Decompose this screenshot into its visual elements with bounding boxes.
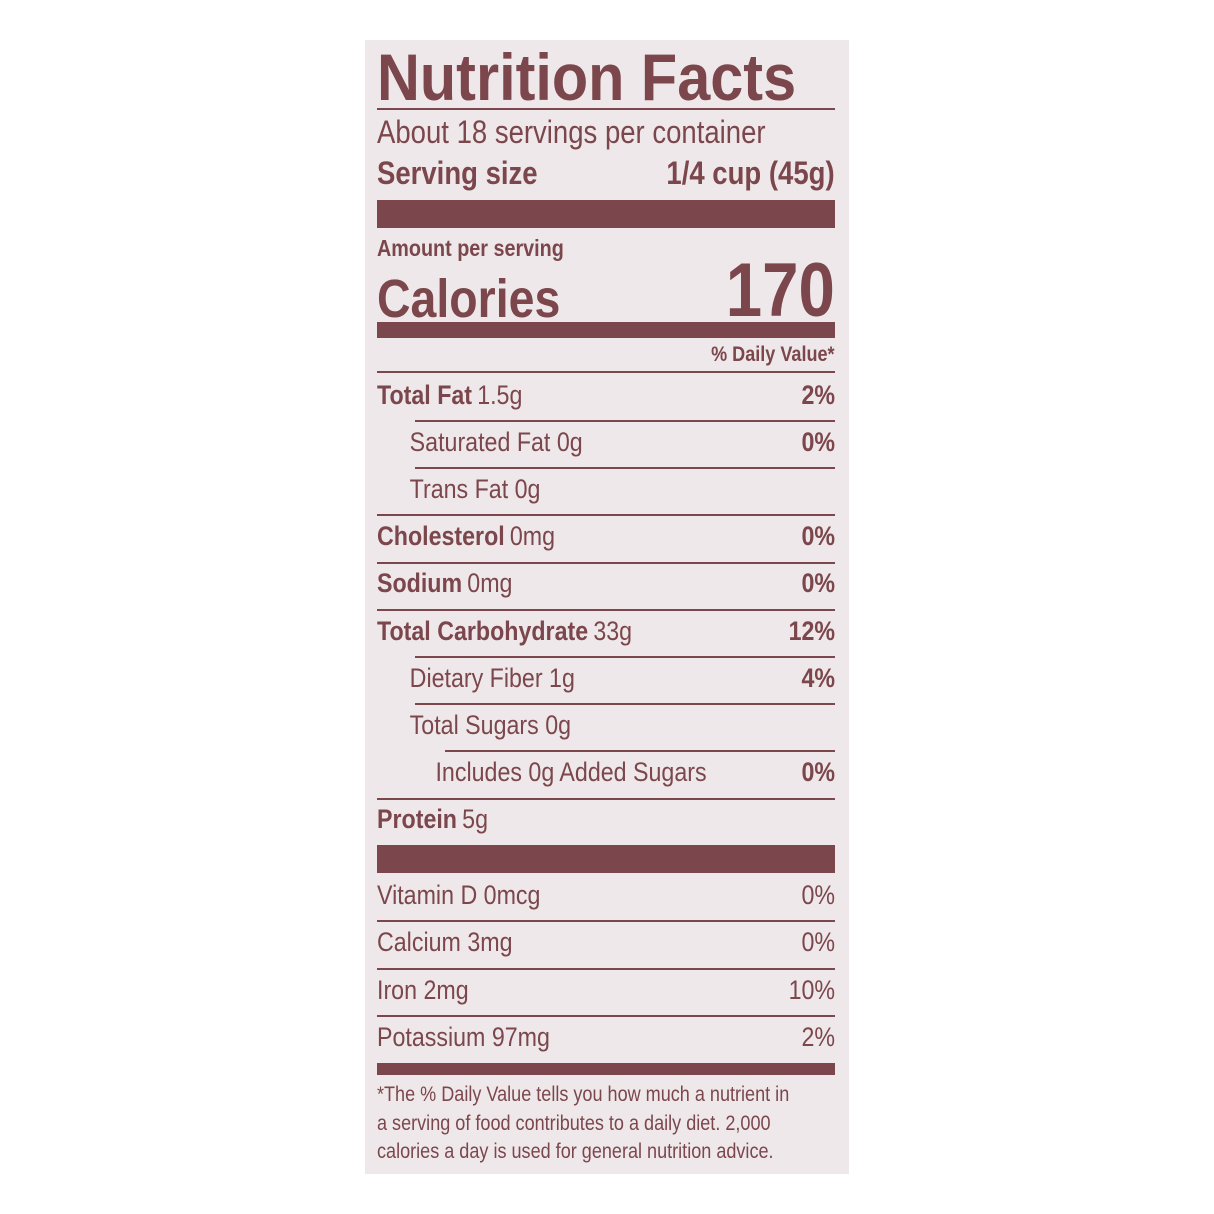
calories-label: Calories [377, 269, 561, 329]
divider [377, 920, 835, 922]
footnote-line: calories a day is used for general nutri… [377, 1140, 774, 1163]
nutrient-name: Total Fat 1.5g [377, 380, 522, 411]
nutrient-label: Total Carbohydrate [377, 615, 589, 646]
divider [377, 371, 835, 373]
vitamin-name: Iron 2mg [377, 974, 469, 1005]
thick-divider [377, 845, 835, 873]
nutrient-label: Trans Fat 0g [409, 473, 541, 504]
nutrition-facts-label: Nutrition Facts About 18 servings per co… [365, 40, 849, 1174]
nutrient-name: Trans Fat 0g [377, 474, 546, 505]
nutrient-name: Protein 5g [377, 804, 488, 835]
nutrient-amount: 0mg [467, 568, 513, 599]
vitamin-daily-value: 10% [788, 974, 835, 1005]
nutrient-row: Trans Fat 0g [377, 469, 835, 509]
divider [377, 561, 835, 564]
divider [377, 1015, 835, 1017]
calories-row: Calories 170 [377, 248, 835, 333]
divider [445, 750, 835, 753]
divider [377, 108, 835, 110]
vitamin-daily-value: 0% [801, 879, 835, 910]
vitamin-name: Potassium 97mg [377, 1022, 550, 1052]
divider [377, 797, 835, 800]
vitamin-daily-value: 0% [801, 927, 835, 957]
nutrient-label: Total Sugars 0g [409, 709, 572, 740]
nutrient-daily-value: 0% [801, 426, 835, 457]
nutrient-daily-value: 0% [801, 521, 835, 552]
nutrient-row: Sodium 0mg 0% [377, 564, 835, 604]
nutrient-daily-value: 4% [801, 662, 835, 693]
nutrient-label: Includes 0g Added Sugars [435, 757, 707, 788]
footnote-line: *The % Daily Value tells you how much a … [377, 1083, 790, 1106]
medium-divider [377, 1063, 835, 1075]
serving-size-label: Serving size [377, 154, 538, 191]
nutrient-row: Total Sugars 0g [377, 705, 835, 745]
amount-per-serving: Amount per serving [377, 234, 564, 261]
nutrient-name: Total Sugars 0g [377, 710, 576, 741]
vitamin-row: Potassium 97mg 2% [377, 1018, 835, 1058]
nutrient-label: Protein [377, 804, 457, 835]
divider [377, 967, 835, 970]
nutrient-name: Dietary Fiber 1g [377, 663, 580, 694]
nutrient-label: Sodium [377, 568, 463, 599]
servings-per-container: About 18 servings per container [377, 113, 766, 150]
nutrient-amount: 5g [462, 804, 488, 835]
serving-size-value: 1/4 cup (45g) [666, 154, 835, 191]
nutrient-label: Cholesterol [377, 521, 505, 552]
nutrient-row: Total Carbohydrate 33g 12% [377, 611, 835, 651]
vitamin-row: Vitamin D 0mcg 0% [377, 875, 835, 915]
nutrient-name: Total Carbohydrate 33g [377, 616, 632, 647]
vitamin-daily-value: 2% [801, 1022, 835, 1052]
nutrient-amount: 0mg [509, 521, 556, 552]
nutrient-row: Saturated Fat 0g 0% [377, 422, 835, 462]
nutrient-daily-value: 0% [801, 568, 835, 599]
thick-divider [377, 200, 835, 228]
nutrient-label: Saturated Fat 0g [409, 426, 583, 457]
label-title: Nutrition Facts [377, 40, 797, 114]
nutrient-daily-value: 2% [801, 379, 835, 410]
nutrient-daily-value: 0% [801, 757, 835, 788]
nutrient-row: Protein 5g [377, 800, 835, 840]
vitamin-row: Iron 2mg 10% [377, 970, 835, 1010]
nutrient-daily-value: 12% [788, 615, 835, 646]
divider [415, 703, 835, 706]
divider [415, 656, 835, 658]
calories-value: 170 [725, 247, 835, 333]
nutrient-row: Cholesterol 0mg 0% [377, 517, 835, 557]
nutrient-row: Dietary Fiber 1g 4% [377, 658, 835, 698]
vitamin-row: Calcium 3mg 0% [377, 923, 835, 963]
divider [415, 467, 835, 470]
nutrient-row: Includes 0g Added Sugars 0% [377, 753, 835, 793]
nutrient-name: Saturated Fat 0g [377, 427, 588, 458]
nutrient-amount: 33g [593, 615, 633, 646]
nutrient-label: Total Fat [377, 379, 473, 410]
nutrient-name: Sodium 0mg [377, 568, 512, 599]
vitamin-name: Calcium 3mg [377, 927, 513, 957]
nutrient-row: Total Fat 1.5g 2% [377, 375, 835, 415]
nutrient-name: Includes 0g Added Sugars [377, 757, 712, 788]
serving-size-row: Serving size 1/4 cup (45g) [377, 153, 835, 193]
nutrient-amount: 1.5g [477, 379, 523, 410]
nutrient-label: Dietary Fiber 1g [409, 662, 575, 693]
medium-divider [377, 322, 835, 338]
divider [377, 608, 835, 611]
vitamin-name: Vitamin D 0mcg [377, 879, 541, 910]
nutrient-name: Cholesterol 0mg [377, 521, 555, 552]
footnote-line: a serving of food contributes to a daily… [377, 1112, 771, 1135]
daily-value-header: % Daily Value* [711, 343, 835, 366]
divider [377, 514, 835, 517]
divider [415, 420, 835, 422]
